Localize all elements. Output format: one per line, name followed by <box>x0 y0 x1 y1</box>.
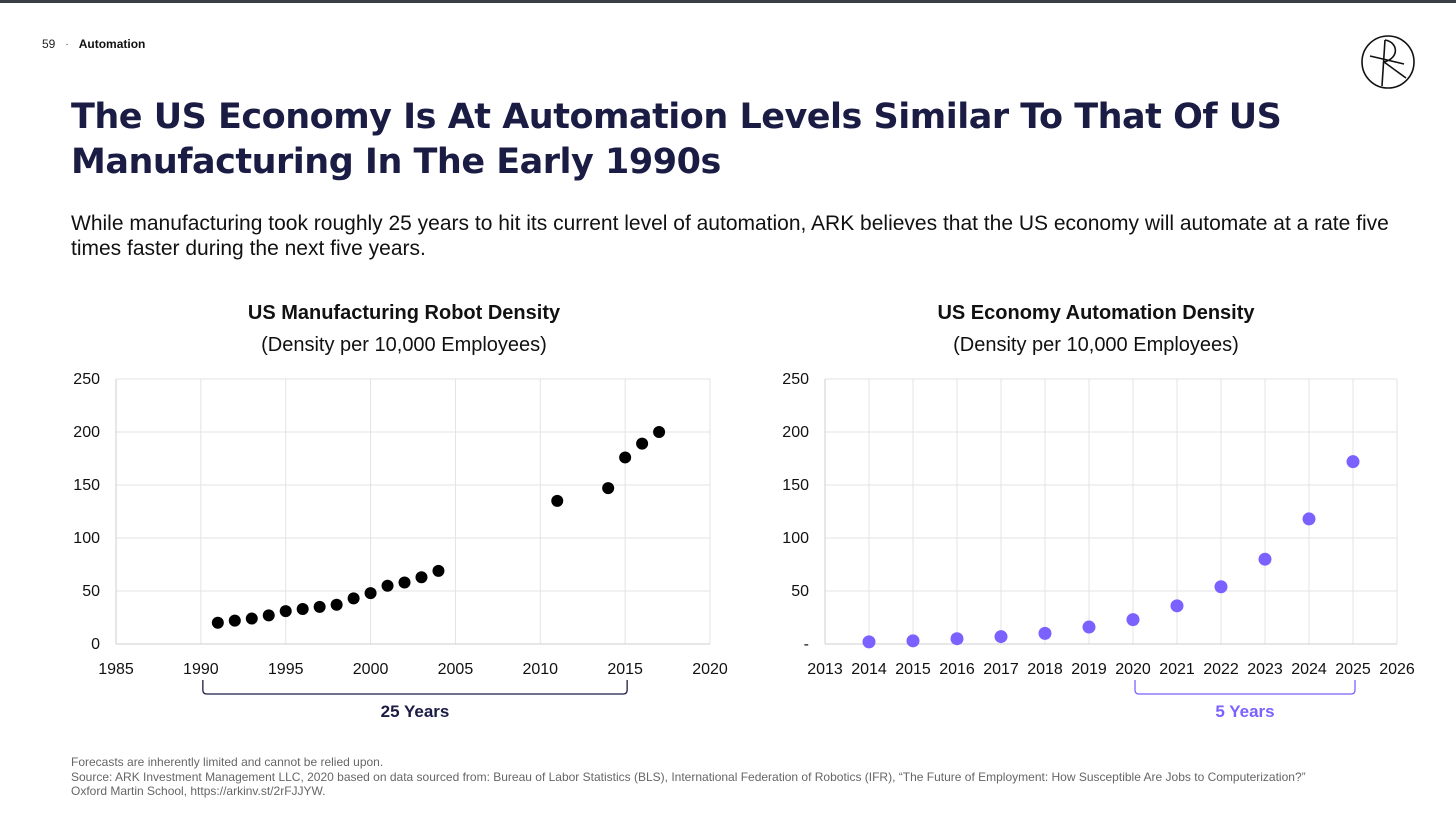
y-tick-label: 250 <box>73 371 100 388</box>
footer-source-continued: Oxford Martin School, https://arkinv.st/… <box>71 784 326 798</box>
y-tick-label: - <box>804 636 809 653</box>
data-point <box>1126 613 1140 627</box>
left-chart-heading: US Manufacturing Robot Density (Density … <box>154 297 654 361</box>
data-point <box>602 482 615 495</box>
x-tick-label: 2016 <box>939 661 975 678</box>
data-point <box>862 635 876 649</box>
data-point <box>228 614 241 627</box>
data-point <box>245 612 258 625</box>
data-point <box>398 576 411 589</box>
data-point <box>906 634 920 648</box>
data-point <box>1346 455 1360 469</box>
data-point <box>994 630 1008 644</box>
x-tick-label: 2021 <box>1159 661 1195 678</box>
x-tick-label: 2015 <box>895 661 931 678</box>
data-point <box>313 600 326 613</box>
y-tick-label: 0 <box>91 636 100 653</box>
x-tick-label: 2017 <box>983 661 1019 678</box>
data-point <box>551 494 564 507</box>
span-bracket <box>202 680 628 695</box>
x-tick-label: 2010 <box>522 661 558 678</box>
header-separator: · <box>65 38 69 50</box>
x-tick-label: 1985 <box>98 661 134 678</box>
x-tick-label: 2018 <box>1027 661 1063 678</box>
x-tick-label: 2024 <box>1291 661 1327 678</box>
data-point <box>279 605 292 618</box>
data-point <box>619 451 632 464</box>
y-tick-label: 50 <box>791 583 809 600</box>
data-point <box>347 592 360 605</box>
y-tick-label: 200 <box>782 424 809 441</box>
data-point <box>1258 552 1272 566</box>
slide-header: 59 · Automation <box>42 37 145 51</box>
data-point <box>1302 512 1316 526</box>
slide-title: The US Economy Is At Automation Levels S… <box>71 97 1282 182</box>
right-chart-title: US Economy Automation Density <box>937 302 1255 324</box>
footer-notes: Forecasts are inherently limited and can… <box>71 755 1431 799</box>
span-bracket <box>1134 680 1356 695</box>
right-chart-subtitle: (Density per 10,000 Employees) <box>953 334 1239 356</box>
data-point <box>1082 620 1096 634</box>
y-tick-label: 150 <box>782 477 809 494</box>
x-tick-label: 2005 <box>438 661 474 678</box>
right-scatter-chart: 2013 2014 2015 2016 2017 2018 2019 2020 2021 2022… <box>782 371 1415 721</box>
y-tick-label: 100 <box>73 530 100 547</box>
x-tick-label: 2014 <box>851 661 887 678</box>
data-point <box>330 598 343 611</box>
data-point <box>211 616 224 629</box>
footer-source: Source: ARK Investment Management LLC, 2… <box>71 769 1306 784</box>
data-point <box>653 426 666 438</box>
x-tick-label: 2022 <box>1203 661 1239 678</box>
x-tick-label: 2020 <box>692 661 728 678</box>
page-number: 59 <box>42 37 56 51</box>
left-chart-subtitle: (Density per 10,000 Employees) <box>261 334 547 356</box>
x-tick-label: 2013 <box>807 661 843 678</box>
left-chart-title: US Manufacturing Robot Density <box>247 302 561 324</box>
x-tick-label: 2025 <box>1335 661 1371 678</box>
x-tick-label: 2020 <box>1115 661 1151 678</box>
span-bracket-label: 5 Years <box>1215 702 1274 721</box>
slide-subtitle: While manufacturing took roughly 25 year… <box>71 212 1389 260</box>
data-point <box>1038 626 1052 640</box>
span-bracket-label: 25 Years <box>381 702 450 721</box>
x-tick-label: 1995 <box>268 661 304 678</box>
data-point <box>1170 599 1184 613</box>
data-point <box>432 564 445 577</box>
data-point <box>636 437 649 450</box>
x-tick-label: 2019 <box>1071 661 1107 678</box>
y-tick-label: 50 <box>82 583 100 600</box>
data-point <box>950 632 964 646</box>
y-tick-label: 200 <box>73 424 100 441</box>
ark-logo-icon <box>1361 35 1415 89</box>
data-point <box>262 609 275 622</box>
data-point <box>296 603 309 616</box>
x-tick-label: 2023 <box>1247 661 1283 678</box>
section-label: Automation <box>78 37 146 51</box>
data-point <box>1214 580 1228 594</box>
x-tick-label: 1990 <box>183 661 219 678</box>
y-tick-label: 250 <box>782 371 809 388</box>
footer-disclaimer: Forecasts are inherently limited and can… <box>71 755 384 769</box>
data-point <box>415 571 428 584</box>
x-tick-label: 2000 <box>353 661 389 678</box>
x-tick-label: 2026 <box>1379 661 1415 678</box>
left-scatter-chart: 1985 1990 1995 2000 2005 2010 2015 2020 0 50 100 15… <box>73 371 728 721</box>
y-tick-label: 100 <box>782 530 809 547</box>
x-tick-label: 2015 <box>607 661 643 678</box>
right-chart-heading: US Economy Automation Density (Density p… <box>846 297 1346 361</box>
data-point <box>364 587 377 600</box>
y-tick-label: 150 <box>73 477 100 494</box>
data-point <box>381 579 394 592</box>
top-border <box>0 0 1456 3</box>
